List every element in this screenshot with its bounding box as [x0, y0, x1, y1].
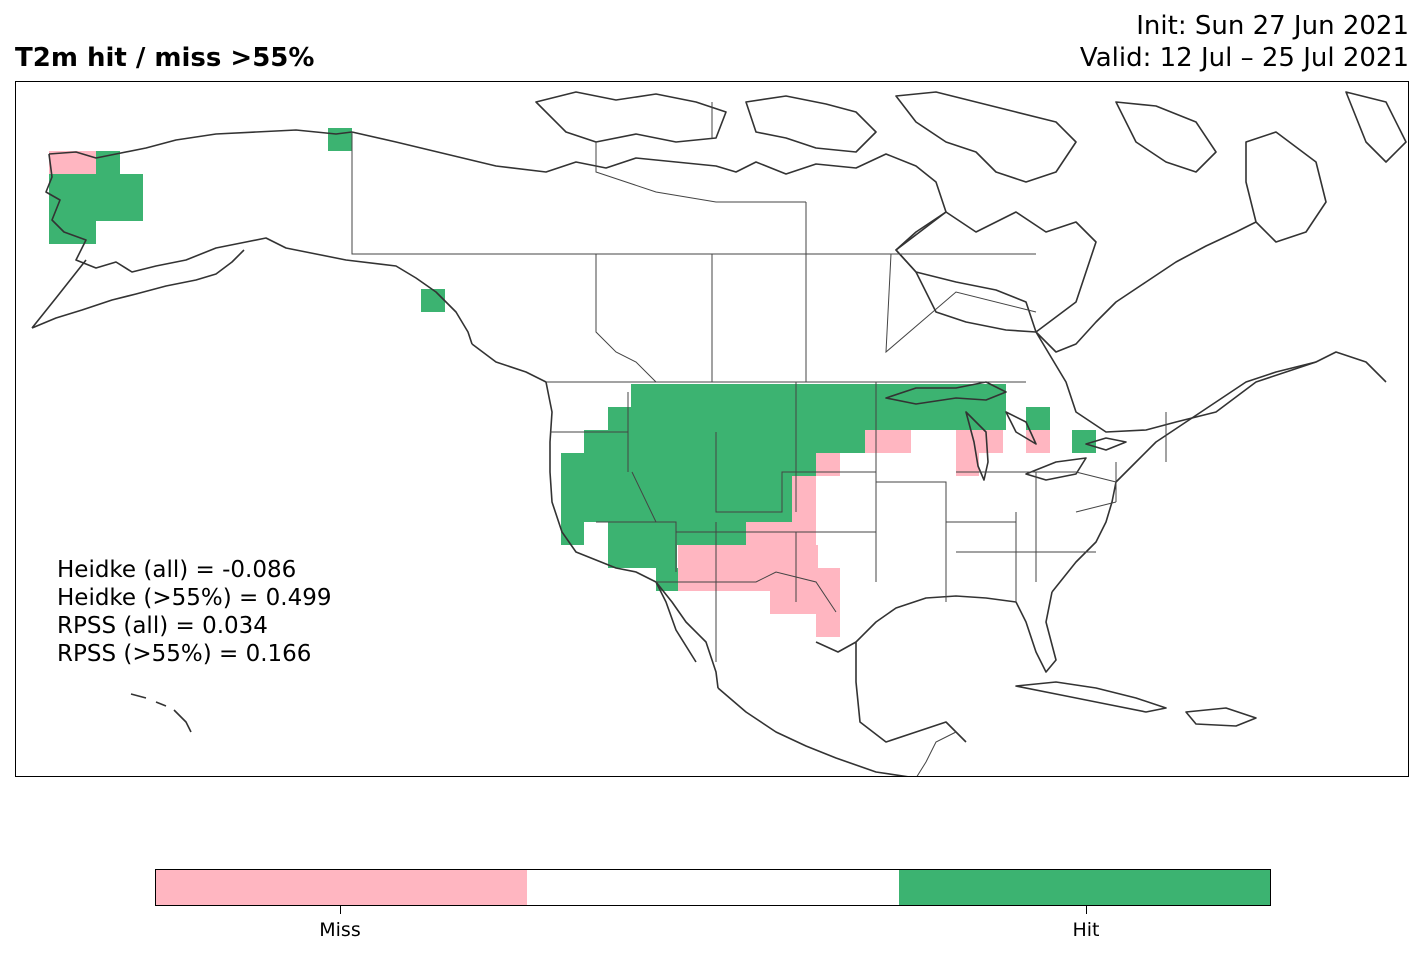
basemap-outlines	[31, 91, 1407, 776]
cuba	[1015, 681, 1167, 713]
miss-cell	[770, 568, 840, 614]
hit-cell	[49, 174, 143, 221]
miss-cell	[816, 614, 840, 637]
miss-cell	[1026, 430, 1050, 453]
colorbar-neutral-segment	[527, 870, 899, 905]
heidke-all: Heidke (all) = -0.086	[57, 557, 297, 583]
init-date: Init: Sun 27 Jun 2021	[1136, 11, 1409, 41]
hit-cell	[608, 545, 677, 568]
colorbar	[155, 869, 1271, 906]
hit-cell	[421, 289, 445, 312]
colorbar-tick-miss	[340, 906, 341, 914]
miss-cell	[865, 430, 911, 453]
hawaii	[130, 693, 192, 733]
arctic-islands	[535, 91, 1407, 243]
hit-cell	[328, 128, 352, 151]
hit-cell	[1072, 430, 1096, 453]
miss-cell	[792, 499, 816, 522]
hit-cell	[561, 453, 584, 476]
hispaniola	[1185, 707, 1257, 727]
hit-cell	[1026, 407, 1050, 430]
miss-cell	[956, 430, 1003, 453]
hit-cell	[584, 453, 816, 476]
political-borders	[351, 102, 1167, 776]
great-lakes	[885, 381, 1127, 481]
gulf-coast	[717, 591, 1057, 776]
hit-cell	[561, 522, 584, 545]
colorbar-hit-segment	[898, 870, 1270, 905]
colorbar-label-miss: Miss	[319, 919, 361, 941]
heidke-55: Heidke (>55%) = 0.499	[57, 585, 332, 611]
hit-cell	[561, 476, 816, 499]
hit-cell	[656, 568, 679, 591]
hit-cell	[561, 499, 793, 522]
rpss-all: RPSS (all) = 0.034	[57, 613, 268, 639]
alaska-coast	[31, 129, 473, 345]
valid-range: Valid: 12 Jul – 25 Jul 2021	[1079, 43, 1409, 73]
skill-scores: Heidke (all) = -0.086 Heidke (>55%) = 0.…	[57, 556, 331, 668]
colorbar-label-hit: Hit	[1072, 919, 1100, 941]
hit-cell	[584, 430, 884, 453]
us-east-coast	[1051, 361, 1317, 593]
colorbar-tick-hit	[1086, 906, 1087, 914]
hit-cell	[631, 384, 1006, 430]
miss-cell	[49, 151, 96, 174]
map-title: T2m hit / miss >55%	[15, 43, 315, 73]
miss-cell	[816, 453, 840, 476]
hudson-bay	[895, 211, 1097, 333]
colorbar-miss-segment	[156, 870, 528, 905]
hit-cell	[49, 221, 96, 244]
hit-cell	[608, 407, 631, 430]
map-panel	[15, 81, 1409, 777]
map-svg	[31, 91, 1407, 776]
date-info: Init: Sun 27 Jun 2021 Valid: 12 Jul – 25…	[1080, 10, 1409, 74]
miss-cell	[956, 453, 979, 476]
hit-cell	[865, 407, 934, 430]
rpss-55: RPSS (>55%) = 0.166	[57, 641, 312, 667]
